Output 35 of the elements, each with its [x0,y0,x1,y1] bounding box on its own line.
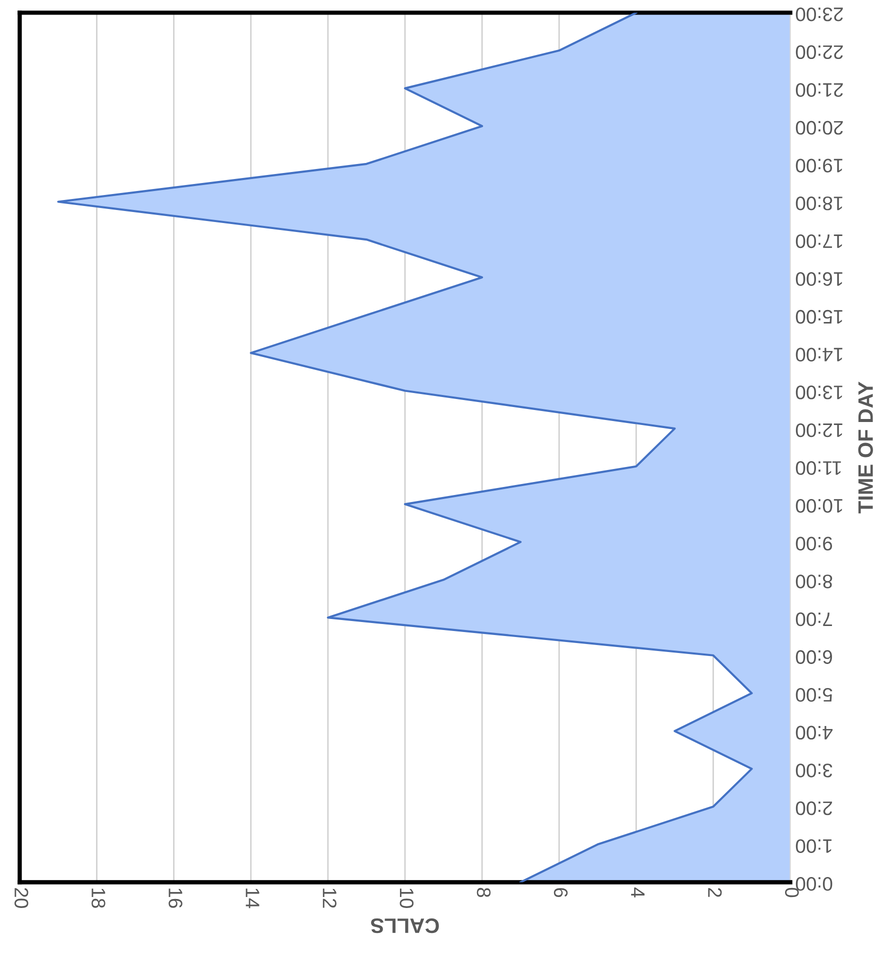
y-tick-label: 2:00 [796,801,832,816]
x-tick-label: 2 [708,888,722,897]
x-tick-label: 14 [246,888,260,908]
x-tick-label: 16 [168,888,182,908]
x-axis-title: CALLS [371,918,439,934]
y-tick-label: 11:00 [796,461,841,475]
y-tick-label: 12:00 [796,423,842,438]
y-tick-label: 5:00 [796,688,832,702]
y-tick-label: 20:00 [796,120,843,135]
x-tick-label: 18 [92,888,106,908]
x-tick-label: 8 [476,888,491,898]
y-tick-label: 18:00 [796,196,842,210]
y-axis-title: TIME OF DAY [858,382,873,514]
y-tick-label: 22:00 [796,45,843,60]
x-tick-label: 12 [322,888,336,908]
y-tick-label: 16:00 [796,272,842,286]
x-tick-label: 6 [554,888,568,898]
y-tick-label: 23:00 [796,7,843,22]
y-tick-label: 14:00 [796,348,842,362]
y-tick-label: 1:00 [796,839,832,853]
y-tick-label: 4:00 [796,726,833,740]
y-tick-label: 15:00 [796,310,842,324]
x-tick-label: 20 [14,888,28,908]
y-tick-label: 8:00 [796,574,832,588]
y-tick-label: 13:00 [796,386,842,400]
y-tick-label: 9:00 [796,536,832,551]
y-tick-label: 17:00 [796,234,842,248]
y-tick-label: 19:00 [796,158,842,172]
y-tick-label: 6:00 [796,650,832,664]
y-tick-label: 10:00 [796,498,842,513]
y-tick-label: 7:00 [796,612,832,626]
x-tick-label: 4 [631,888,645,898]
y-tick-label: 3:00 [796,764,832,778]
x-tick-label: 10 [400,888,414,908]
y-tick-label: 21:00 [796,83,843,97]
